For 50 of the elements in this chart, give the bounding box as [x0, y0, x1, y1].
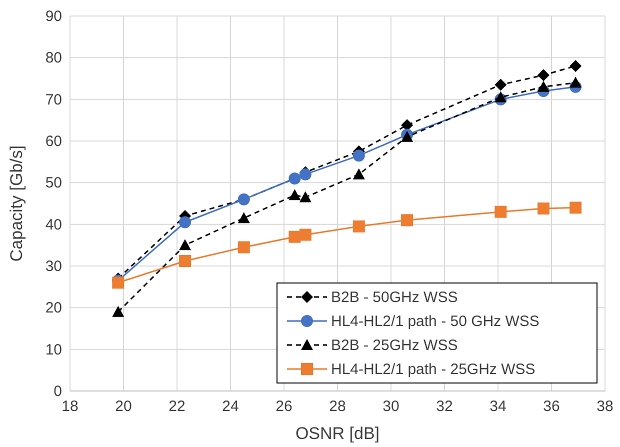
legend-label: B2B - 50GHz WSS: [331, 289, 458, 306]
x-tick-label: 28: [329, 398, 346, 415]
point: [494, 78, 507, 91]
y-tick-label: 30: [45, 258, 62, 275]
x-tick-label: 24: [222, 398, 239, 415]
legend-label: HL4-HL2/1 path - 50 GHz WSS: [331, 313, 540, 330]
point: [179, 216, 192, 228]
x-tick-label: 22: [168, 398, 186, 415]
point: [352, 150, 365, 162]
y-tick-label: 70: [45, 91, 62, 108]
x-tick-label: 38: [596, 398, 614, 415]
y-tick-label: 60: [45, 133, 62, 150]
point: [299, 191, 312, 202]
x-tick-label: 20: [115, 398, 132, 415]
y-tick-label: 50: [45, 174, 62, 192]
y-axis-title: Capacity [Gb/s]: [7, 145, 26, 262]
x-tick-label: 26: [276, 398, 292, 415]
point: [179, 255, 192, 267]
x-tick-label: 30: [382, 398, 400, 415]
point: [537, 202, 550, 214]
x-tick-label: 34: [490, 398, 506, 415]
legend-label: B2B - 25GHz WSS: [331, 337, 458, 354]
point: [179, 239, 192, 250]
y-tick-label: 40: [45, 216, 62, 234]
point: [401, 214, 414, 226]
y-tick-label: 90: [45, 8, 62, 25]
point: [494, 206, 507, 218]
x-tick-label: 36: [543, 398, 560, 415]
point: [238, 241, 250, 254]
point: [352, 168, 365, 180]
point: [494, 91, 507, 102]
y-tick-label: 20: [45, 300, 62, 317]
point: [537, 80, 550, 92]
y-tick-label: 80: [45, 50, 62, 67]
point: [537, 69, 550, 82]
point: [570, 76, 582, 88]
x-tick-label: 18: [62, 398, 78, 415]
y-tick-label: 0: [54, 383, 62, 400]
x-tick-label: 32: [436, 398, 453, 415]
point: [570, 202, 582, 214]
point: [238, 212, 250, 224]
point: [570, 60, 582, 72]
y-tick-label: 10: [45, 341, 62, 358]
point: [299, 228, 312, 241]
point: [288, 230, 301, 243]
point: [112, 306, 124, 317]
x-axis-title: OSNR [dB]: [295, 424, 380, 443]
legend-label: HL4-HL2/1 path - 25GHz WSS: [331, 361, 536, 378]
point: [352, 220, 365, 232]
point: [288, 189, 301, 200]
